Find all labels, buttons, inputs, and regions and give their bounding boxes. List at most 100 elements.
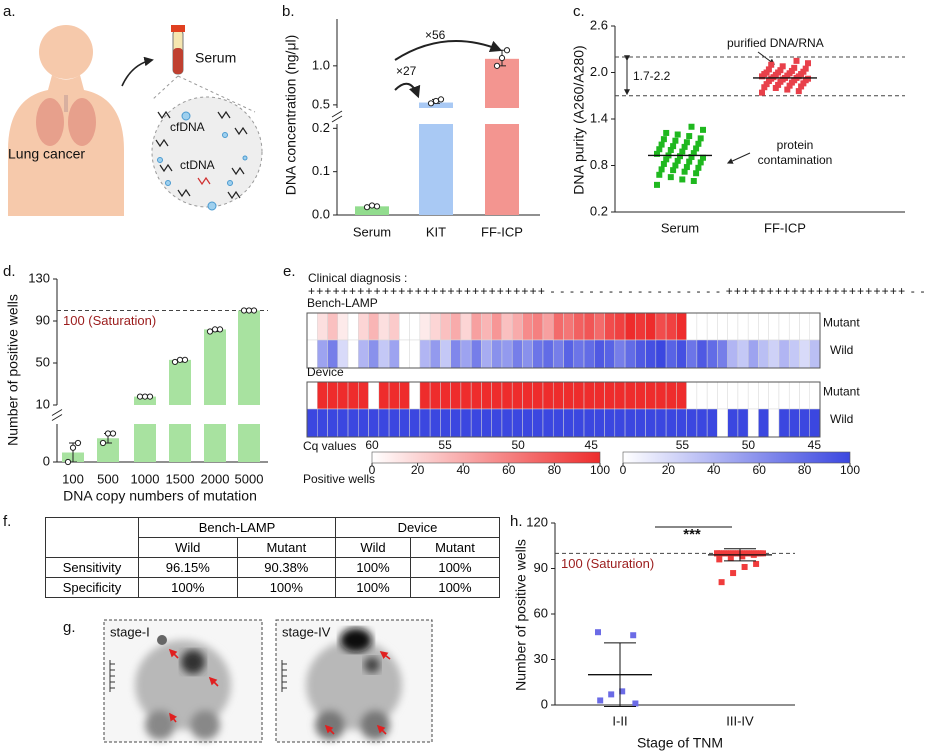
- heatmap-cell: [522, 312, 533, 341]
- heatmap-cell: [347, 408, 359, 438]
- shape: [181, 111, 191, 121]
- data-point: [206, 328, 214, 335]
- heatmap-cell: [306, 381, 318, 410]
- heatmap-frame: [306, 312, 821, 369]
- heatmap-cell: [655, 339, 667, 369]
- heatmap-cell: [747, 312, 759, 341]
- heatmap-cell: [737, 408, 749, 438]
- y-tick-label: 60: [534, 605, 548, 620]
- heatmap-cell: [563, 408, 575, 438]
- data-point: [663, 156, 670, 163]
- heatmap-cell: [645, 339, 657, 369]
- data-point: [69, 444, 77, 451]
- annotation: purified DNA/RNA: [727, 36, 824, 50]
- data-point: [795, 88, 802, 95]
- data-point: [693, 170, 700, 177]
- cq-tick-label: 45: [585, 438, 599, 452]
- data-point: [714, 550, 720, 557]
- heatmap-cell: [440, 408, 451, 438]
- data-point: [240, 307, 248, 314]
- cq-label: Cq values: [303, 439, 356, 453]
- data-point: [670, 167, 677, 174]
- data-point: [597, 697, 604, 704]
- heatmap-cell: [481, 339, 492, 369]
- heatmap-cell: [706, 381, 718, 410]
- data-point: [654, 181, 660, 188]
- panel-label: b.: [282, 3, 295, 20]
- shape: [155, 138, 169, 148]
- data-point: [800, 68, 807, 75]
- table-subheader: Wild: [138, 537, 238, 558]
- heatmap-cell: [799, 339, 810, 369]
- heatmap-cell: [368, 381, 380, 410]
- y-tick-label: 0.2: [590, 203, 608, 218]
- data-point: [693, 145, 700, 152]
- heatmap-cell: [563, 312, 575, 341]
- heatmap-cell: [696, 381, 708, 410]
- heatmap-cell: [522, 381, 533, 410]
- heatmap-cell: [676, 408, 687, 438]
- arrow: [394, 82, 421, 99]
- data-point: [725, 550, 732, 557]
- ctdna-label: ctDNA: [180, 158, 215, 172]
- data-point: [250, 307, 258, 314]
- heatmap-cell: [686, 381, 698, 410]
- data-point: [109, 430, 117, 437]
- shape: [165, 180, 171, 186]
- heatmap-cell: [378, 381, 390, 410]
- heatmap-cell: [450, 381, 462, 410]
- arrow: [726, 152, 751, 164]
- heatmap-cell: [768, 408, 780, 438]
- data-point: [777, 67, 784, 74]
- data-point: [683, 164, 690, 171]
- data-point: [667, 147, 674, 153]
- heatmap-cell: [532, 408, 544, 438]
- heatmap-cell: [747, 408, 759, 438]
- bar: [169, 359, 191, 405]
- lung: [36, 98, 64, 146]
- heatmap-cell: [450, 339, 462, 369]
- y-tick-label: 30: [534, 651, 548, 666]
- heatmap-cell: [491, 408, 503, 438]
- heatmap-cell: [501, 339, 513, 369]
- cq-tick-label: 60: [365, 438, 379, 452]
- data-point: [427, 100, 435, 107]
- heatmap-cell: [419, 381, 431, 410]
- table-cell: 100%: [335, 577, 411, 598]
- shape: [135, 640, 231, 730]
- shape: [376, 724, 387, 735]
- data-point: [688, 123, 695, 130]
- table-subheader: Mutant: [236, 537, 337, 558]
- table-header: Device: [335, 517, 500, 538]
- heatmap-cell: [337, 408, 349, 438]
- ctdna-strand: [197, 176, 211, 186]
- heatmap-cell: [388, 312, 400, 341]
- heatmap-cell: [717, 339, 728, 369]
- data-point: [432, 97, 440, 105]
- reference-label: 100 (Saturation): [63, 313, 156, 328]
- x-tick-label: 100: [62, 471, 84, 486]
- heatmap-cell: [573, 408, 585, 438]
- heatmap-cell: [635, 381, 646, 410]
- panel-label: h.: [510, 513, 523, 530]
- annotation: ×56: [425, 28, 446, 42]
- heatmap-cell: [727, 381, 739, 410]
- shape: [208, 676, 219, 687]
- data-point: [663, 129, 670, 136]
- heatmap-cell: [727, 339, 739, 369]
- heatmap-cell: [511, 408, 523, 438]
- heatmap-cell: [327, 339, 339, 369]
- scale-bar: [109, 660, 115, 692]
- data-point: [216, 326, 224, 333]
- heatmap-cell: [440, 312, 451, 341]
- data-point: [656, 146, 663, 153]
- heatmap-cell: [542, 408, 554, 438]
- colorbar-tick-label: 100: [590, 463, 610, 477]
- data-point: [683, 139, 690, 146]
- data-point: [761, 84, 768, 91]
- heatmap-cell: [604, 339, 616, 369]
- significance: ***: [683, 526, 701, 543]
- data-point: [245, 307, 253, 314]
